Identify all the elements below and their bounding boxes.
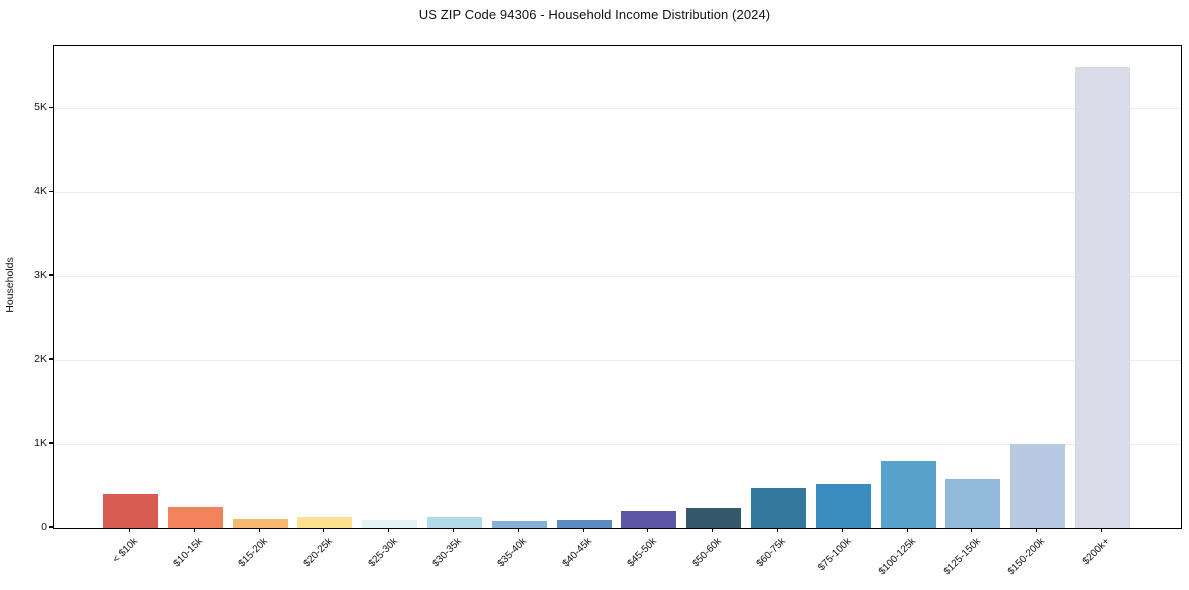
bar-$25-30k <box>362 520 418 528</box>
x-tick-mark-$200k+ <box>1100 528 1103 533</box>
x-tick-label-$10-15k: $10-15k <box>171 536 206 570</box>
x-tick-label-$45-50k: $45-50k <box>625 536 659 570</box>
y-tick-label-4K: 4K <box>34 184 47 197</box>
x-tick-mark-$20-25k <box>323 528 325 533</box>
bar-$200k+ <box>1075 67 1130 528</box>
x-tick-label-$25-30k: $25-30k <box>366 536 400 570</box>
x-tick-label-$40-45k: $40-45k <box>560 536 594 570</box>
y-tick-label-2K: 2K <box>34 352 47 365</box>
y-tick-label-3K: 3K <box>34 268 47 281</box>
x-tick-mark-$125-150k <box>971 528 973 533</box>
plot-area <box>53 45 1182 529</box>
x-tick-label-$60-75k: $60-75k <box>754 536 789 570</box>
x-tick-label-< $10k: < $10k <box>111 536 141 566</box>
y-tick-label-0: 0 <box>41 520 47 533</box>
gridline-4K <box>54 191 1181 193</box>
gridline-3K <box>54 275 1181 277</box>
y-axis-label: Households <box>4 257 16 313</box>
x-tick-mark-$40-45k <box>582 528 584 533</box>
x-tick-label-$20-25k: $20-25k <box>301 536 335 570</box>
y-tick-label-5K: 5K <box>34 100 47 113</box>
bar-$60-75k <box>751 487 806 528</box>
bar-$10-15k <box>167 507 223 528</box>
bar-$150-200k <box>1010 444 1066 528</box>
x-tick-label-$150-200k: $150-200k <box>1006 536 1048 578</box>
x-tick-mark-$10-15k <box>193 528 195 533</box>
bar-$15-20k <box>232 518 288 528</box>
bar-$125-150k <box>945 479 1001 528</box>
y-tick-label-1K: 1K <box>34 436 47 449</box>
bar-$100-125k <box>880 460 936 528</box>
x-tick-mark-$75-100k <box>841 528 843 533</box>
x-tick-mark-$35-40k <box>517 528 519 533</box>
bar-$75-100k <box>815 483 871 528</box>
x-tick-mark-$50-60k <box>712 528 714 533</box>
x-tick-mark-< $10k <box>128 528 131 533</box>
x-tick-label-$15-20k: $15-20k <box>236 536 270 570</box>
x-tick-mark-$45-50k <box>647 528 649 533</box>
y-tick-mark-2K <box>49 358 53 360</box>
y-tick-mark-1K <box>49 442 53 444</box>
bar-< $10k <box>103 493 158 528</box>
bar-$35-40k <box>491 521 547 528</box>
x-tick-mark-$25-30k <box>388 528 390 533</box>
x-tick-label-$50-60k: $50-60k <box>690 536 724 570</box>
bar-$45-50k <box>621 511 677 528</box>
y-tick-mark-4K <box>49 190 53 192</box>
bar-$40-45k <box>556 519 612 528</box>
bar-$30-35k <box>427 517 482 528</box>
y-tick-mark-3K <box>49 274 53 276</box>
x-tick-mark-$30-35k <box>452 528 455 533</box>
x-tick-label-$30-35k: $30-35k <box>430 536 465 570</box>
x-tick-mark-$15-20k <box>258 528 260 533</box>
x-tick-label-$100-125k: $100-125k <box>876 536 918 578</box>
x-tick-mark-$150-200k <box>1036 528 1038 533</box>
gridline-5K <box>54 107 1181 109</box>
x-tick-mark-$60-75k <box>776 528 779 533</box>
gridline-1K <box>54 443 1181 445</box>
x-tick-label-$75-100k: $75-100k <box>815 536 854 574</box>
y-tick-mark-5K <box>49 106 53 108</box>
gridline-2K <box>54 359 1181 361</box>
x-tick-label-$125-150k: $125-150k <box>941 536 983 578</box>
x-tick-label-$200k+: $200k+ <box>1081 536 1113 568</box>
y-tick-mark-0 <box>49 526 53 528</box>
chart-title: US ZIP Code 94306 - Household Income Dis… <box>418 7 771 22</box>
bar-$20-25k <box>297 516 353 528</box>
x-tick-label-$35-40k: $35-40k <box>495 536 530 570</box>
x-tick-mark-$100-125k <box>906 528 908 533</box>
bar-$50-60k <box>686 507 742 528</box>
